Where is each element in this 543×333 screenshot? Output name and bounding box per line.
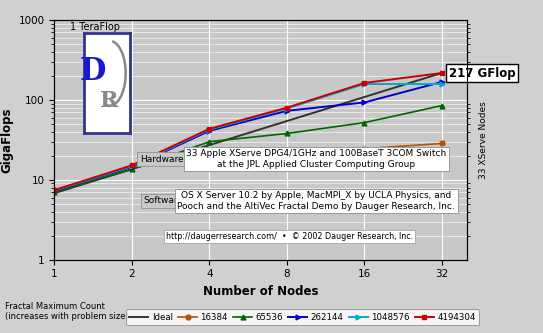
X-axis label: Number of Nodes: Number of Nodes <box>203 285 318 298</box>
Y-axis label: 33 XServe Nodes: 33 XServe Nodes <box>478 101 488 179</box>
Text: http://daugerresearch.com/  •  © 2002 Dauger Research, Inc.: http://daugerresearch.com/ • © 2002 Daug… <box>166 232 413 241</box>
Text: OS X Server 10.2 by Apple, MacMPI_X by UCLA Physics, and
Pooch and the AltiVec F: OS X Server 10.2 by Apple, MacMPI_X by U… <box>178 191 455 211</box>
Text: 1 TeraFlop: 1 TeraFlop <box>70 23 120 33</box>
Text: 217 GFlop: 217 GFlop <box>449 67 515 80</box>
Legend: Ideal, 16384, 65536, 262144, 1048576, 4194304: Ideal, 16384, 65536, 262144, 1048576, 41… <box>126 309 479 325</box>
Text: Fractal Maximum Count
(increases with problem size): Fractal Maximum Count (increases with pr… <box>5 302 129 321</box>
Text: D: D <box>79 56 106 87</box>
Text: Software:: Software: <box>143 196 186 205</box>
Text: R: R <box>100 90 119 112</box>
Y-axis label: GigaFlops: GigaFlops <box>0 107 13 172</box>
Text: 33 Apple XServe DPG4/1GHz and 100BaseT 3COM Switch
at the JPL Applied Cluster Co: 33 Apple XServe DPG4/1GHz and 100BaseT 3… <box>186 149 446 169</box>
Text: Hardware:: Hardware: <box>140 155 186 164</box>
